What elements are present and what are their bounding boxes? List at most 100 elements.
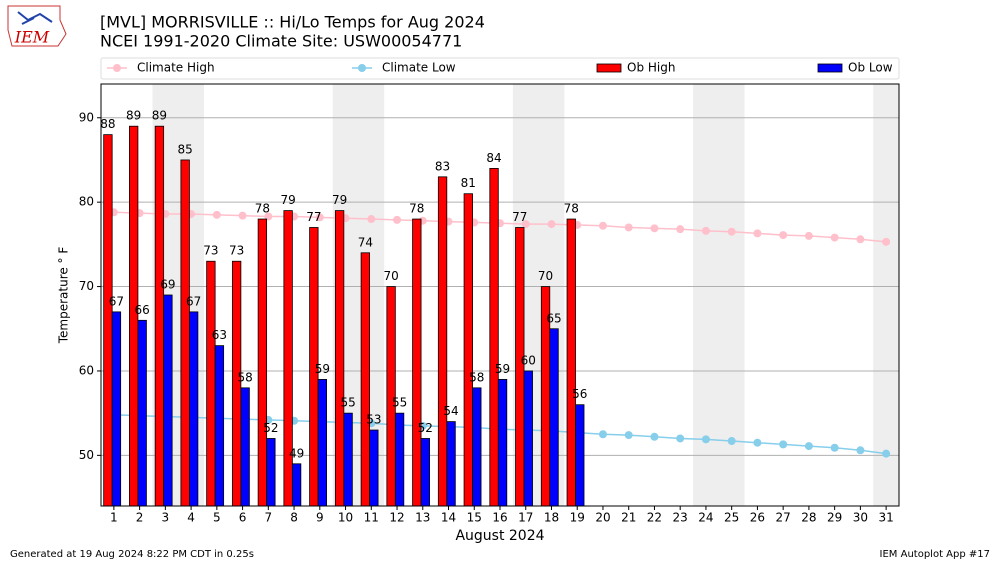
data-label: 55 <box>340 396 355 410</box>
x-tick-label: 11 <box>364 511 379 525</box>
line-point <box>598 221 607 230</box>
x-tick-label: 31 <box>878 511 893 525</box>
x-tick-label: 26 <box>750 511 765 525</box>
line-point <box>727 437 736 446</box>
line-point <box>624 431 633 440</box>
bar <box>214 345 225 507</box>
legend-box <box>100 57 900 80</box>
x-tick-label: 19 <box>570 511 585 525</box>
legend-label: Ob High <box>627 61 675 75</box>
line-point <box>701 226 710 235</box>
bar <box>446 421 456 507</box>
data-label: 58 <box>237 370 252 384</box>
line-point <box>727 227 736 236</box>
bar <box>497 378 508 507</box>
bar <box>472 387 482 507</box>
bar <box>283 210 293 507</box>
line-point <box>804 442 813 451</box>
logo: IEM <box>7 5 67 47</box>
x-tick-label: 12 <box>389 511 404 525</box>
y-tick-label: 80 <box>79 195 94 209</box>
x-tick-label: 25 <box>724 511 739 525</box>
x-tick-label: 30 <box>853 511 868 525</box>
data-label: 58 <box>469 370 484 384</box>
legend-swatch <box>596 63 622 73</box>
data-label: 85 <box>178 142 193 156</box>
line-point <box>238 211 247 220</box>
line-point <box>753 229 762 238</box>
plot-frame <box>100 83 900 507</box>
chart-subtitle: NCEI 1991-2020 Climate Site: USW00054771 <box>100 32 462 51</box>
weekend-shade <box>873 84 899 506</box>
line-point <box>753 438 762 447</box>
bar <box>360 252 370 507</box>
x-tick-label: 7 <box>265 511 273 525</box>
footer-left: Generated at 19 Aug 2024 8:22 PM CDT in … <box>10 549 254 560</box>
line-point <box>676 434 685 443</box>
bar <box>334 210 345 507</box>
data-label: 66 <box>135 303 150 317</box>
line-point <box>315 213 324 222</box>
line-point <box>856 235 865 244</box>
data-label: 70 <box>383 269 398 283</box>
bar <box>163 294 173 507</box>
data-label: 67 <box>186 294 201 308</box>
bar <box>317 378 328 507</box>
bar <box>420 438 430 507</box>
line-point <box>547 220 556 229</box>
data-label: 59 <box>315 362 330 376</box>
data-label: 52 <box>263 421 278 435</box>
bar <box>489 167 499 507</box>
x-tick-label: 22 <box>647 511 662 525</box>
x-tick-label: 24 <box>698 511 713 525</box>
bar <box>394 412 405 507</box>
bar <box>463 193 473 507</box>
data-label: 74 <box>358 235 373 249</box>
bar <box>343 412 353 507</box>
data-label: 88 <box>100 117 115 131</box>
bar <box>549 328 559 507</box>
line-point <box>676 225 685 234</box>
line-point <box>779 440 788 449</box>
x-tick-label: 29 <box>827 511 842 525</box>
footer-right: IEM Autoplot App #17 <box>880 549 990 560</box>
x-tick-label: 6 <box>239 511 247 525</box>
bar <box>206 260 216 507</box>
line-point <box>650 432 659 441</box>
x-tick-label: 4 <box>187 511 195 525</box>
line-point <box>779 231 788 240</box>
y-axis-label: Temperature ° F <box>57 247 71 345</box>
logo-lines <box>17 11 53 25</box>
line-point <box>882 237 891 246</box>
line-point <box>830 233 839 242</box>
x-tick-label: 3 <box>162 511 170 525</box>
data-label: 56 <box>572 387 587 401</box>
chart-title: [MVL] MORRISVILLE :: Hi/Lo Temps for Aug… <box>100 13 485 32</box>
line-point <box>856 446 865 455</box>
data-label: 65 <box>546 311 561 325</box>
y-tick-label: 90 <box>79 110 94 124</box>
bar <box>523 370 533 507</box>
logo-text: IEM <box>14 28 50 47</box>
x-tick-label: 21 <box>621 511 636 525</box>
x-tick-label: 28 <box>801 511 816 525</box>
data-label: 83 <box>435 159 450 173</box>
data-label: 60 <box>521 353 536 367</box>
data-label: 69 <box>160 278 175 292</box>
x-tick-label: 8 <box>290 511 298 525</box>
data-label: 78 <box>255 202 270 216</box>
y-tick-label: 70 <box>79 279 94 293</box>
line-point <box>264 212 273 221</box>
legend-label: Climate Low <box>382 61 456 75</box>
data-label: 78 <box>409 202 424 216</box>
bar <box>103 134 113 507</box>
logo-outline <box>7 5 67 47</box>
data-label: 73 <box>203 244 218 258</box>
x-tick-label: 2 <box>136 511 144 525</box>
bar <box>369 429 379 507</box>
data-label: 53 <box>366 413 381 427</box>
data-label: 49 <box>289 446 304 460</box>
line-point <box>804 231 813 240</box>
data-label: 59 <box>495 362 510 376</box>
